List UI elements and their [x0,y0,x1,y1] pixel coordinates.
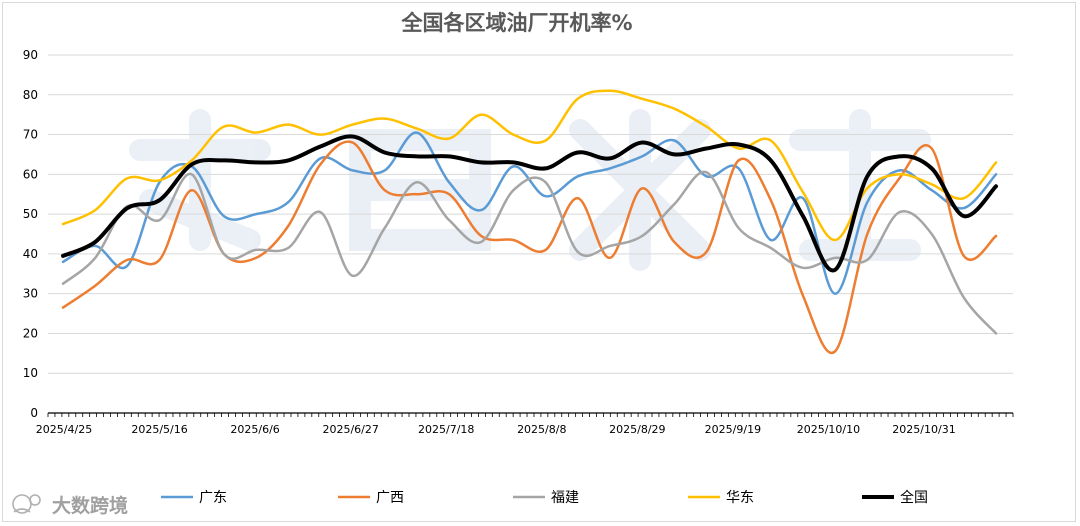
series-layer [61,89,998,355]
brand-logo-icon [12,494,41,514]
legend-label: 广西 [376,490,404,506]
x-tick-label: 2025/6/6 [230,423,279,436]
y-tick-label: 20 [23,326,38,340]
legend-label: 福建 [551,490,579,506]
x-tick-label: 2025/8/8 [517,423,566,436]
y-tick-label: 0 [30,406,38,420]
series-line-0 [61,131,998,295]
x-tick-label: 2025/7/18 [418,423,474,436]
brand-text: 大数跨境 [52,494,128,517]
x-tick-label: 2025/4/25 [36,423,92,436]
watermark-glyph [789,109,931,261]
y-tick-label: 40 [23,247,38,261]
legend-label: 广东 [199,490,227,506]
y-tick-label: 80 [23,88,38,102]
y-tick-label: 30 [23,287,38,301]
legend-label: 华东 [726,490,754,506]
chart-title: 全国各区域油厂开机率% [400,11,632,35]
x-tick-label: 2025/8/29 [609,423,665,436]
x-tick-label: 2025/5/16 [131,423,187,436]
watermark-glyph [349,129,491,251]
x-tick-label: 2025/9/19 [705,423,761,436]
grid-lines [48,54,1013,374]
series-line-4 [61,134,998,273]
series-line-2 [61,170,998,335]
x-tick-label: 2025/10/10 [797,423,860,436]
x-tick-label: 2025/6/27 [322,423,378,436]
x-tick-label: 2025/10/31 [892,423,955,436]
y-tick-label: 10 [23,366,38,380]
legend-label: 全国 [900,489,928,506]
background-watermark [129,109,931,271]
y-tick-label: 70 [23,128,38,142]
y-tick-label: 90 [23,48,38,62]
y-tick-label: 50 [23,207,38,221]
legend: 广东 广西 福建 华东 全国 [161,489,928,506]
series-line-3 [61,89,998,242]
axes: 0 10 20 30 40 50 60 70 80 90 2025/4/25 2025/5/16 202… [23,48,1014,436]
brand-watermark: 大数跨境 [12,494,128,517]
y-tick-label: 60 [23,167,38,181]
